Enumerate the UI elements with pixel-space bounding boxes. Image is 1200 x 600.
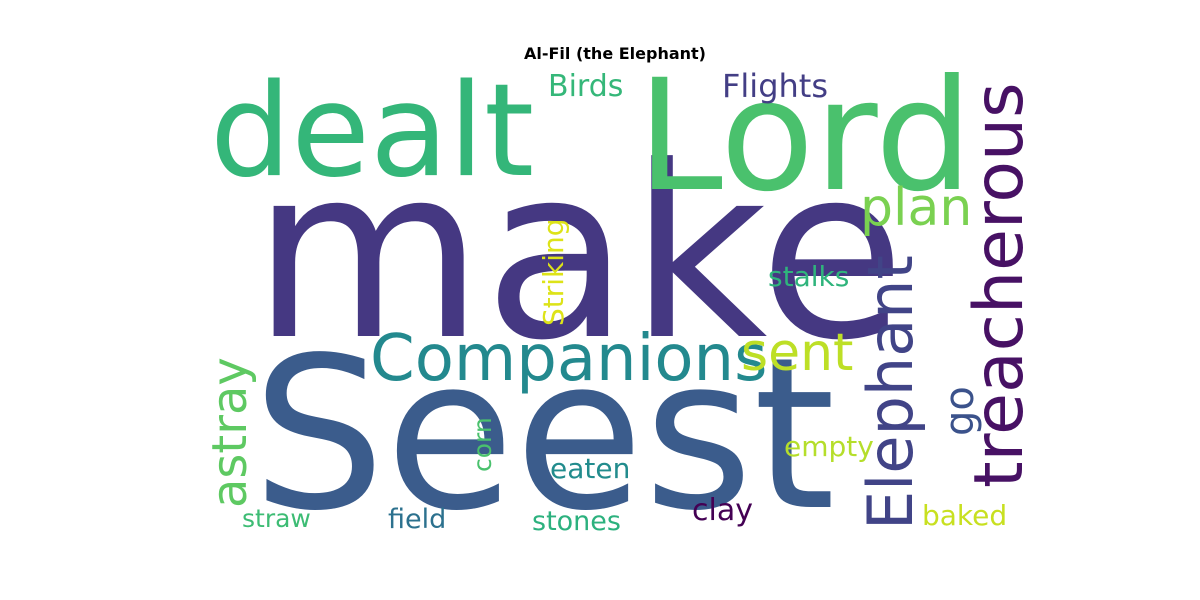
word-striking: Striking bbox=[537, 218, 570, 326]
word-birds: Birds bbox=[548, 69, 624, 104]
word-seest: Seest bbox=[252, 312, 836, 557]
word-baked: baked bbox=[922, 499, 1008, 532]
word-empty: empty bbox=[784, 430, 874, 463]
word-field: field bbox=[388, 504, 447, 535]
word-elephant: Elephant bbox=[854, 255, 927, 530]
word-stalks: stalks bbox=[768, 260, 850, 293]
word-astray: astray bbox=[202, 357, 258, 508]
word-clay: clay bbox=[692, 493, 753, 528]
word-go: go bbox=[937, 386, 983, 436]
word-flights: Flights bbox=[722, 67, 828, 105]
word-corn: corn bbox=[468, 417, 497, 472]
word-straw: straw bbox=[242, 504, 311, 533]
chart-title: Al-Fil (the Elephant) bbox=[523, 44, 706, 63]
word-eaten: eaten bbox=[550, 452, 631, 485]
word-plan: plan bbox=[860, 178, 973, 238]
word-dealt: dealt bbox=[210, 57, 535, 206]
word-companions: Companions bbox=[370, 322, 768, 396]
word-stones: stones bbox=[532, 506, 621, 537]
word-sent: sent bbox=[741, 323, 854, 383]
word-lord: Lord bbox=[637, 47, 973, 226]
word-make: make bbox=[252, 116, 906, 393]
